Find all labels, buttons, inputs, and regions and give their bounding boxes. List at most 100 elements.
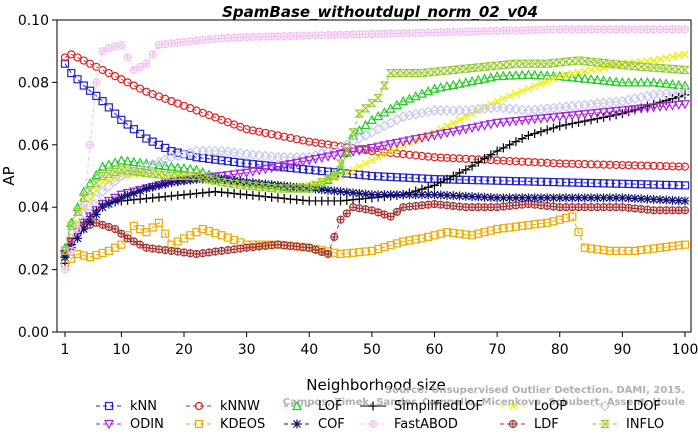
data-point-simplifiedlof [248, 190, 258, 200]
data-point-kdeos [624, 246, 633, 255]
data-point-inflo [611, 60, 622, 69]
data-point-kdeos [586, 244, 596, 253]
data-point-odin [479, 121, 490, 131]
data-point-lof [404, 93, 415, 103]
legend-label: KDEOS [220, 417, 265, 432]
data-point-odin [498, 118, 509, 128]
data-point-kdeos [223, 233, 232, 242]
data-point-knn [480, 176, 489, 185]
data-point-knn [104, 103, 113, 112]
data-point-odin [611, 107, 622, 117]
data-point-knn [292, 164, 301, 173]
data-point-lof [166, 161, 177, 171]
data-point-odin [454, 126, 465, 136]
data-point-cof [498, 193, 508, 203]
data-point-inflo [410, 68, 421, 78]
data-point-fastabod [92, 78, 101, 87]
data-point-inflo [573, 56, 584, 65]
data-point-lof [498, 70, 509, 80]
data-point-loop [587, 65, 595, 74]
data-point-knn [499, 176, 508, 185]
data-point-inflo [85, 186, 95, 195]
x-tick-label: 100 [672, 342, 698, 358]
legend-swatch-marker [599, 400, 611, 412]
data-point-inflo [579, 57, 590, 66]
legend-label: LoOP [534, 399, 567, 414]
data-point-ldf [336, 215, 345, 224]
data-point-fastabod [561, 25, 571, 34]
data-point-knn [67, 68, 76, 78]
data-point-inflo [391, 68, 402, 78]
legend-item-loop: LoOP [500, 399, 567, 414]
data-point-inflo [166, 171, 177, 181]
data-point-inflo [310, 181, 321, 190]
data-point-ldof [103, 181, 115, 192]
data-point-odin [510, 116, 521, 127]
data-point-inflo [379, 81, 390, 90]
data-point-cof [336, 187, 346, 197]
data-point-knn [612, 179, 621, 188]
data-point-cof [179, 176, 189, 186]
data-point-inflo [366, 99, 377, 108]
legend-item-ldof: LDOF [592, 399, 661, 414]
data-point-simplifiedlof [436, 177, 446, 187]
data-point-kdeos [499, 224, 508, 233]
data-point-knn [630, 180, 639, 189]
data-point-knn [399, 173, 408, 182]
data-point-knnw [593, 160, 602, 169]
data-point-fastabod [142, 59, 151, 68]
data-point-simplifiedlof [442, 174, 452, 184]
data-point-knn [574, 178, 583, 187]
data-point-cof [279, 181, 289, 191]
data-point-knnw [530, 158, 539, 167]
data-point-odin [398, 137, 409, 147]
data-point-cof [123, 191, 133, 200]
data-point-loop [342, 168, 351, 177]
data-point-knn [286, 163, 295, 172]
data-point-knn [280, 163, 289, 172]
data-point-odin [648, 103, 659, 113]
data-point-odin [354, 146, 365, 156]
data-point-kdeos [568, 212, 577, 221]
data-point-inflo [417, 68, 427, 78]
data-point-ldf [386, 212, 395, 221]
data-point-fastabod [85, 140, 95, 149]
data-point-cof [436, 190, 446, 200]
data-point-knn [305, 165, 314, 174]
data-point-ldf [342, 209, 351, 218]
data-point-simplifiedlof [530, 129, 540, 139]
data-point-odin [366, 143, 377, 154]
data-point-knnw [586, 160, 596, 169]
data-point-kdeos [336, 249, 345, 259]
data-point-simplifiedlof [260, 192, 270, 202]
data-point-lof [567, 72, 578, 82]
data-point-fastabod [649, 25, 658, 34]
data-point-cof [285, 182, 295, 192]
data-point-odin [667, 101, 678, 111]
data-point-lof [103, 159, 114, 169]
data-point-lof [642, 77, 653, 87]
data-point-loop [461, 112, 470, 121]
data-point-cof [661, 195, 671, 205]
data-point-knn [461, 175, 470, 184]
data-point-knnw [649, 161, 658, 170]
data-point-kdeos [161, 229, 170, 238]
data-point-simplifiedlof [523, 130, 533, 140]
data-point-lof [467, 75, 478, 86]
data-point-knn [217, 156, 226, 165]
data-point-cof [173, 176, 183, 186]
data-point-odin [548, 113, 559, 123]
data-point-odin [329, 151, 340, 161]
data-point-odin [260, 165, 271, 175]
series-fastabod [60, 25, 690, 274]
data-point-cof [417, 190, 427, 200]
data-point-cof [523, 193, 533, 203]
data-point-knnw [630, 161, 639, 170]
data-point-knn [374, 172, 383, 181]
data-point-cof [348, 188, 358, 198]
series-knn [60, 59, 690, 190]
data-point-inflo [404, 68, 415, 78]
series-line-kdeos [64, 216, 686, 264]
data-point-inflo [448, 65, 459, 75]
data-point-lof [348, 130, 359, 140]
